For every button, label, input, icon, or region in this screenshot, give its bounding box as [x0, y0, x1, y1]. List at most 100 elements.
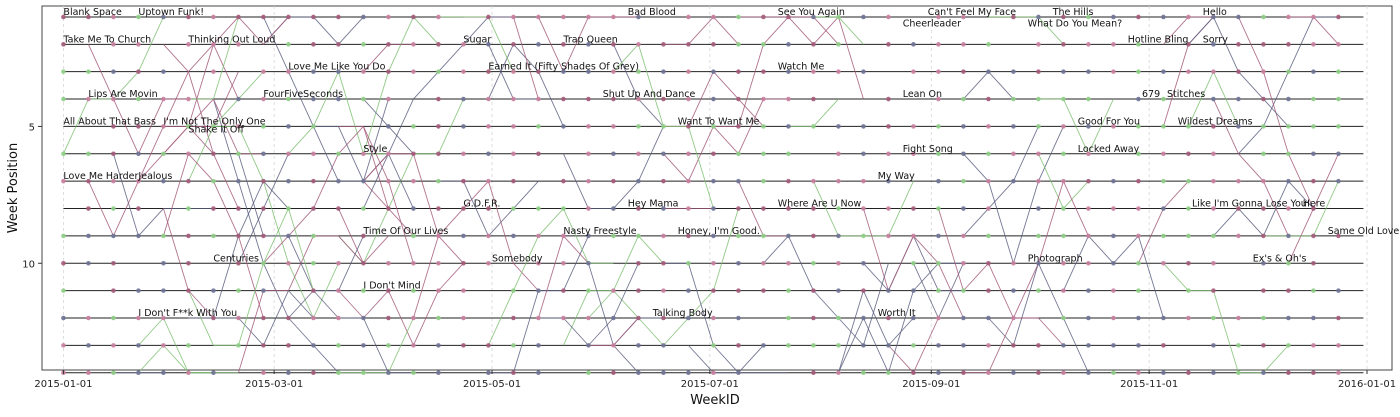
- week-marker: [936, 69, 941, 74]
- week-marker: [1286, 178, 1291, 184]
- week-marker: [1036, 124, 1041, 129]
- week-marker: [761, 233, 766, 239]
- week-marker: [1111, 42, 1116, 47]
- week-marker: [186, 42, 191, 47]
- week-marker: [936, 343, 941, 348]
- week-marker: [136, 178, 141, 184]
- week-marker: [336, 206, 341, 211]
- trajectory-segment: [588, 317, 614, 346]
- week-marker: [1211, 151, 1216, 157]
- week-marker: [1086, 206, 1091, 211]
- trajectory-segment: [838, 317, 864, 373]
- trajectory-segment: [1038, 317, 1064, 346]
- week-marker: [261, 288, 266, 293]
- week-marker: [486, 233, 491, 239]
- week-marker: [611, 343, 616, 348]
- song-label: Hello: [1203, 7, 1227, 18]
- week-marker: [936, 124, 941, 129]
- week-marker: [611, 124, 616, 129]
- week-marker: [1011, 343, 1016, 348]
- week-marker: [461, 96, 466, 102]
- trajectory-segment: [363, 208, 389, 264]
- trajectory-segment: [613, 44, 639, 72]
- week-marker: [1186, 14, 1191, 20]
- week-marker: [886, 233, 891, 239]
- week-marker: [336, 370, 341, 376]
- week-marker: [1161, 343, 1166, 348]
- week-marker: [711, 42, 716, 47]
- week-marker: [286, 42, 291, 47]
- week-marker: [761, 14, 766, 20]
- week-marker: [186, 178, 191, 184]
- week-marker: [536, 233, 541, 239]
- week-marker: [211, 14, 216, 20]
- week-marker: [436, 315, 441, 321]
- week-marker: [661, 42, 666, 47]
- trajectory-segment: [713, 345, 739, 374]
- week-marker: [111, 343, 116, 348]
- song-label: Photograph: [1028, 253, 1083, 264]
- week-marker: [236, 96, 241, 102]
- week-marker: [511, 14, 516, 20]
- week-marker: [836, 178, 841, 184]
- week-marker: [811, 260, 816, 266]
- trajectory-segment: [1263, 71, 1289, 127]
- trajectory-segment: [837, 16, 864, 100]
- trajectory-segment: [638, 317, 664, 346]
- week-marker: [1236, 343, 1241, 348]
- trajectory-segment: [1113, 235, 1139, 264]
- week-marker: [1161, 14, 1166, 20]
- week-marker: [161, 288, 166, 293]
- week-marker: [486, 42, 491, 47]
- week-marker: [286, 343, 291, 348]
- week-marker: [511, 178, 516, 184]
- trajectory-segment: [1313, 16, 1339, 45]
- week-marker: [661, 151, 666, 157]
- week-marker: [336, 42, 341, 47]
- trajectory-segment: [987, 181, 1014, 264]
- trajectory-segment: [388, 290, 414, 346]
- trajectory-segment: [688, 345, 714, 374]
- week-marker: [436, 42, 441, 47]
- week-marker: [836, 288, 841, 293]
- song-label: Somebody: [492, 253, 543, 264]
- week-marker: [811, 42, 816, 47]
- week-marker: [711, 69, 716, 74]
- week-marker: [936, 260, 941, 266]
- week-marker: [711, 315, 716, 321]
- week-marker: [861, 233, 866, 239]
- week-marker: [586, 206, 591, 211]
- song-label: All About That Bass: [63, 116, 156, 127]
- week-marker: [1136, 288, 1141, 293]
- plot-area: [41, 5, 1393, 371]
- week-marker: [986, 370, 991, 376]
- week-marker: [736, 14, 741, 20]
- week-marker: [961, 288, 966, 293]
- week-marker: [561, 14, 566, 20]
- week-marker: [1261, 96, 1266, 102]
- song-label: Fight Song: [903, 144, 953, 155]
- week-marker: [986, 96, 991, 102]
- week-marker: [761, 206, 766, 211]
- trajectory-segment: [213, 71, 239, 127]
- week-marker: [711, 343, 716, 348]
- week-marker: [811, 178, 816, 184]
- week-marker: [886, 42, 891, 47]
- week-marker: [111, 233, 116, 239]
- trajectory-segment: [237, 290, 264, 373]
- song-label: Hey Mama: [628, 199, 679, 210]
- week-marker: [1236, 14, 1241, 20]
- week-marker: [961, 233, 966, 239]
- week-marker: [986, 343, 991, 348]
- week-marker: [236, 178, 241, 184]
- trajectory-segment: [563, 16, 589, 72]
- week-marker: [1261, 343, 1266, 348]
- week-marker: [786, 343, 791, 348]
- week-marker: [511, 96, 516, 102]
- week-marker: [386, 42, 391, 47]
- week-marker: [511, 69, 516, 74]
- week-marker: [686, 315, 691, 321]
- week-marker: [136, 206, 141, 211]
- week-marker: [1136, 370, 1141, 376]
- week-marker: [736, 69, 741, 74]
